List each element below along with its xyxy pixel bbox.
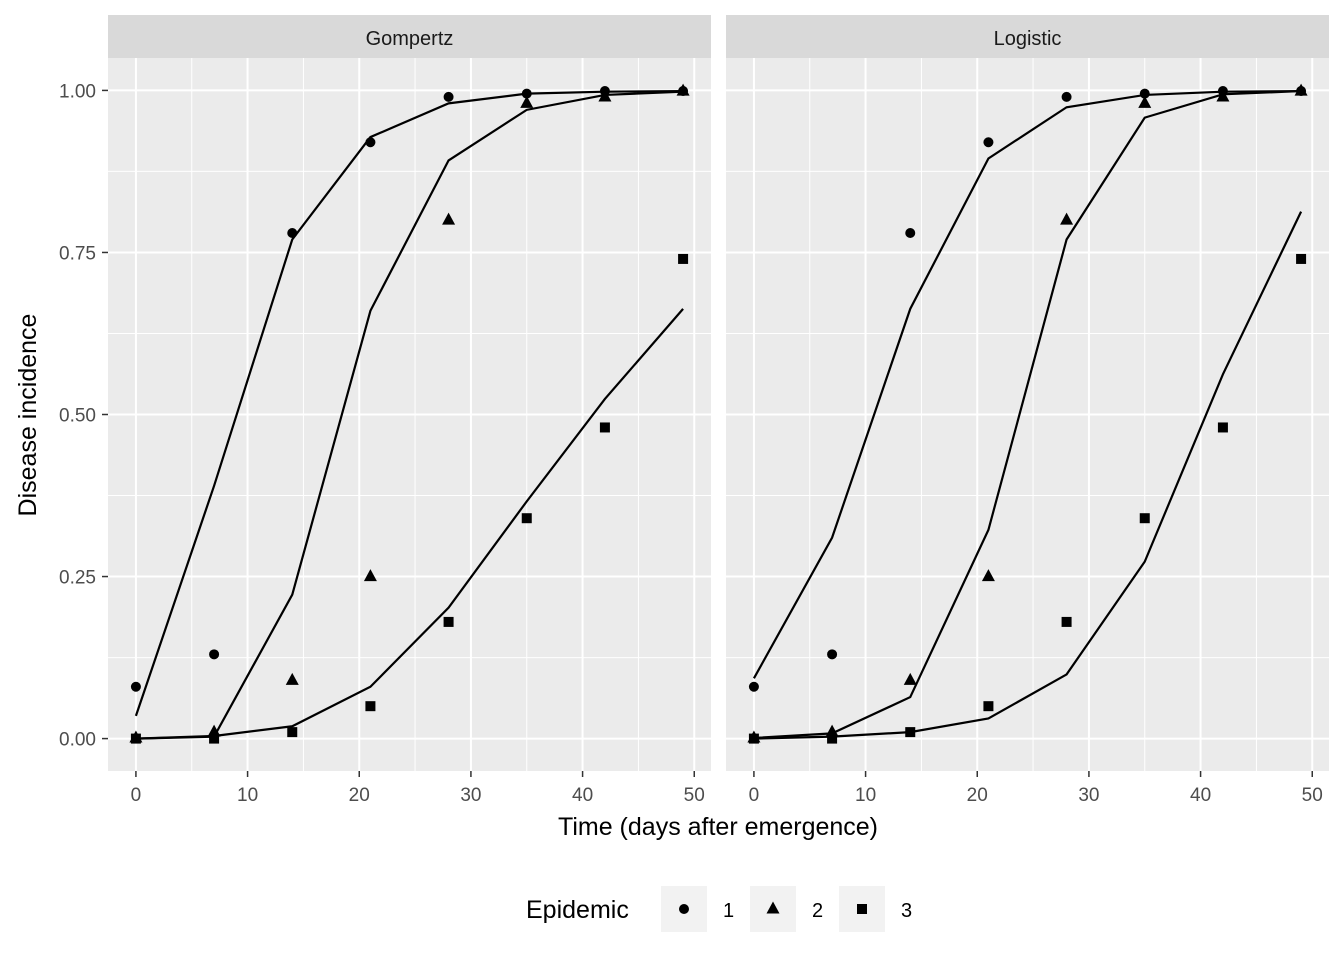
point-epidemic-1 bbox=[827, 649, 838, 660]
point-epidemic-2 bbox=[903, 672, 917, 685]
point-epidemic-3 bbox=[1139, 513, 1150, 524]
x-tick-label: 50 bbox=[1302, 785, 1323, 806]
point-epidemic-3 bbox=[521, 513, 532, 524]
point-epidemic-1 bbox=[365, 137, 376, 148]
point-epidemic-1 bbox=[287, 228, 298, 239]
panel-strip bbox=[726, 15, 1329, 58]
x-tick-label: 0 bbox=[131, 785, 142, 806]
panel-gompertz: Gompertz 0 10 20 30 40 50 0.00 0.25 0.50 0.75 1.00 bbox=[59, 15, 711, 806]
point-epidemic-1 bbox=[209, 649, 220, 660]
legend-symbol-circle bbox=[679, 904, 689, 914]
point-epidemic-1 bbox=[521, 88, 532, 99]
fitted-line-epidemic-1 bbox=[752, 89, 1302, 679]
point-epidemic-2 bbox=[285, 672, 299, 685]
panel-strip bbox=[108, 15, 711, 58]
point-epidemic-3 bbox=[1217, 422, 1228, 433]
point-epidemic-2 bbox=[676, 83, 690, 96]
point-epidemic-2 bbox=[363, 569, 377, 582]
x-tick-label: 50 bbox=[684, 785, 705, 806]
point-epidemic-3 bbox=[983, 701, 994, 712]
legend-label: 1 bbox=[723, 900, 734, 922]
y-tick-label: 0.75 bbox=[59, 243, 96, 264]
point-epidemic-2 bbox=[1216, 89, 1230, 102]
legend-symbol-triangle bbox=[766, 901, 780, 914]
point-epidemic-3 bbox=[748, 733, 759, 744]
point-epidemic-3 bbox=[678, 253, 689, 264]
legend-label: 2 bbox=[812, 900, 823, 922]
point-epidemic-1 bbox=[983, 137, 994, 148]
point-epidemic-2 bbox=[520, 95, 534, 108]
point-epidemic-3 bbox=[130, 733, 141, 744]
point-epidemic-2 bbox=[598, 89, 612, 102]
x-tick-label: 30 bbox=[1078, 785, 1099, 806]
legend-label: 3 bbox=[901, 900, 912, 922]
point-epidemic-2 bbox=[1060, 212, 1074, 225]
panel-title: Logistic bbox=[994, 28, 1062, 50]
point-epidemic-1 bbox=[905, 228, 916, 239]
fitted-line-epidemic-3 bbox=[135, 308, 684, 740]
point-epidemic-2 bbox=[1138, 95, 1152, 108]
legend-title: Epidemic bbox=[526, 896, 629, 924]
point-epidemic-1 bbox=[1061, 91, 1072, 102]
fitted-line-epidemic-3 bbox=[753, 211, 1303, 740]
fitted-line-epidemic-2 bbox=[135, 90, 684, 740]
y-axis-title: Disease incidence bbox=[14, 314, 42, 517]
x-tick-label: 10 bbox=[237, 785, 258, 806]
panel-title: Gompertz bbox=[366, 28, 454, 50]
x-axis-title: Time (days after emergence) bbox=[558, 813, 878, 841]
point-epidemic-1 bbox=[1139, 88, 1150, 99]
legend-symbol-square bbox=[857, 904, 867, 914]
legend: Epidemic 1 2 3 bbox=[526, 886, 912, 932]
y-tick-label: 0.50 bbox=[59, 406, 96, 427]
point-epidemic-3 bbox=[599, 422, 610, 433]
point-epidemic-3 bbox=[1296, 253, 1307, 264]
panel-logistic: Logistic 0 10 20 30 40 50 bbox=[726, 15, 1329, 806]
y-tick-label: 1.00 bbox=[59, 81, 96, 102]
point-epidemic-1 bbox=[130, 681, 141, 692]
point-epidemic-3 bbox=[287, 727, 298, 738]
y-tick-label: 0.00 bbox=[59, 730, 96, 751]
point-epidemic-2 bbox=[981, 569, 995, 582]
x-tick-label: 40 bbox=[1190, 785, 1211, 806]
panels-layer: Gompertz 0 10 20 30 40 50 0.00 0.25 0.50 0.75 1.00 L… bbox=[59, 15, 1329, 806]
x-tick-label: 20 bbox=[349, 785, 370, 806]
point-epidemic-3 bbox=[365, 701, 376, 712]
x-tick-label: 40 bbox=[572, 785, 593, 806]
fitted-line-epidemic-1 bbox=[134, 89, 684, 717]
x-tick-label: 0 bbox=[749, 785, 760, 806]
point-epidemic-1 bbox=[443, 91, 454, 102]
y-tick-label: 0.25 bbox=[59, 568, 96, 589]
fitted-line-epidemic-2 bbox=[753, 89, 1302, 740]
point-epidemic-3 bbox=[1061, 616, 1072, 627]
point-epidemic-2 bbox=[1294, 83, 1308, 96]
point-epidemic-2 bbox=[442, 212, 456, 225]
x-tick-label: 20 bbox=[967, 785, 988, 806]
point-epidemic-1 bbox=[748, 681, 759, 692]
point-epidemic-3 bbox=[209, 733, 220, 744]
point-epidemic-3 bbox=[905, 727, 916, 738]
point-epidemic-3 bbox=[443, 616, 454, 627]
x-tick-label: 30 bbox=[460, 785, 481, 806]
x-tick-label: 10 bbox=[855, 785, 876, 806]
point-epidemic-3 bbox=[827, 733, 838, 744]
